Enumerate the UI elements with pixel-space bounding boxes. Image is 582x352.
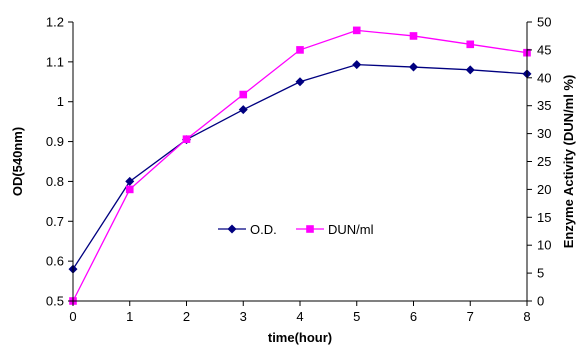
data-point [125, 176, 135, 186]
legend-marker [306, 225, 314, 233]
data-point [409, 62, 418, 72]
series-line [72, 29, 528, 302]
y-right-tick-label: 50 [537, 15, 551, 30]
x-tick-label: 4 [296, 309, 303, 324]
legend-label: DUN/ml [328, 222, 374, 237]
y-right-tick-label: 10 [537, 238, 551, 253]
data-point [466, 40, 475, 49]
data-point [239, 90, 248, 99]
data-point [182, 135, 191, 143]
data-point [296, 46, 304, 54]
x-tick-label: 5 [353, 309, 360, 324]
series-line [72, 63, 528, 270]
y-left-tick-label: 0.8 [46, 174, 64, 189]
y-left-tick-label: 1.2 [46, 15, 64, 30]
data-point [295, 77, 305, 87]
y-right-tick-label: 35 [537, 98, 551, 113]
data-point [465, 65, 475, 75]
y-right-tick-label: 5 [537, 266, 544, 281]
ticks-layer: 0.50.60.70.80.911.11.2051015202530354045… [46, 15, 552, 325]
y-left-tick-label: 0.6 [46, 254, 64, 269]
x-tick-label: 1 [126, 309, 133, 324]
x-tick-label: 8 [523, 309, 530, 324]
y-axis-left-title: OD(540nm) [10, 127, 25, 196]
data-point [238, 105, 248, 115]
x-axis-title: time(hour) [268, 330, 332, 345]
y-right-tick-label: 15 [537, 210, 551, 225]
axes-layer [72, 22, 528, 302]
series-layer [68, 26, 532, 305]
y-right-tick-label: 40 [537, 70, 551, 85]
x-tick-label: 3 [240, 309, 247, 324]
legend-item: O.D. [218, 222, 277, 237]
data-point [409, 32, 418, 40]
y-left-tick-label: 1.1 [46, 54, 64, 69]
y-right-tick-label: 25 [537, 154, 551, 169]
y-left-tick-label: 0.7 [46, 214, 64, 229]
legend: O.D. DUN/ml [218, 222, 374, 237]
legend-item: DUN/ml [296, 222, 374, 237]
y-right-tick-label: 20 [537, 182, 551, 197]
x-tick-label: 7 [467, 309, 474, 324]
y-left-tick-label: 0.5 [46, 294, 64, 309]
series-od [68, 60, 532, 274]
y-left-tick-label: 0.9 [46, 134, 64, 149]
x-tick-label: 0 [69, 309, 76, 324]
data-point [352, 26, 361, 35]
legend-label: O.D. [250, 222, 277, 237]
y-right-tick-label: 45 [537, 42, 551, 57]
x-tick-label: 2 [183, 309, 190, 324]
y-left-tick-label: 1 [57, 94, 64, 109]
series-dun-ml [69, 26, 531, 305]
y-right-tick-label: 30 [537, 126, 551, 141]
y-axis-right-title: Enzyme Activity (DUN/ml %) [561, 75, 576, 249]
y-right-tick-label: 0 [537, 294, 544, 309]
data-point [125, 185, 134, 194]
data-point [352, 60, 362, 70]
x-tick-label: 6 [410, 309, 417, 324]
legend-marker [227, 224, 237, 234]
